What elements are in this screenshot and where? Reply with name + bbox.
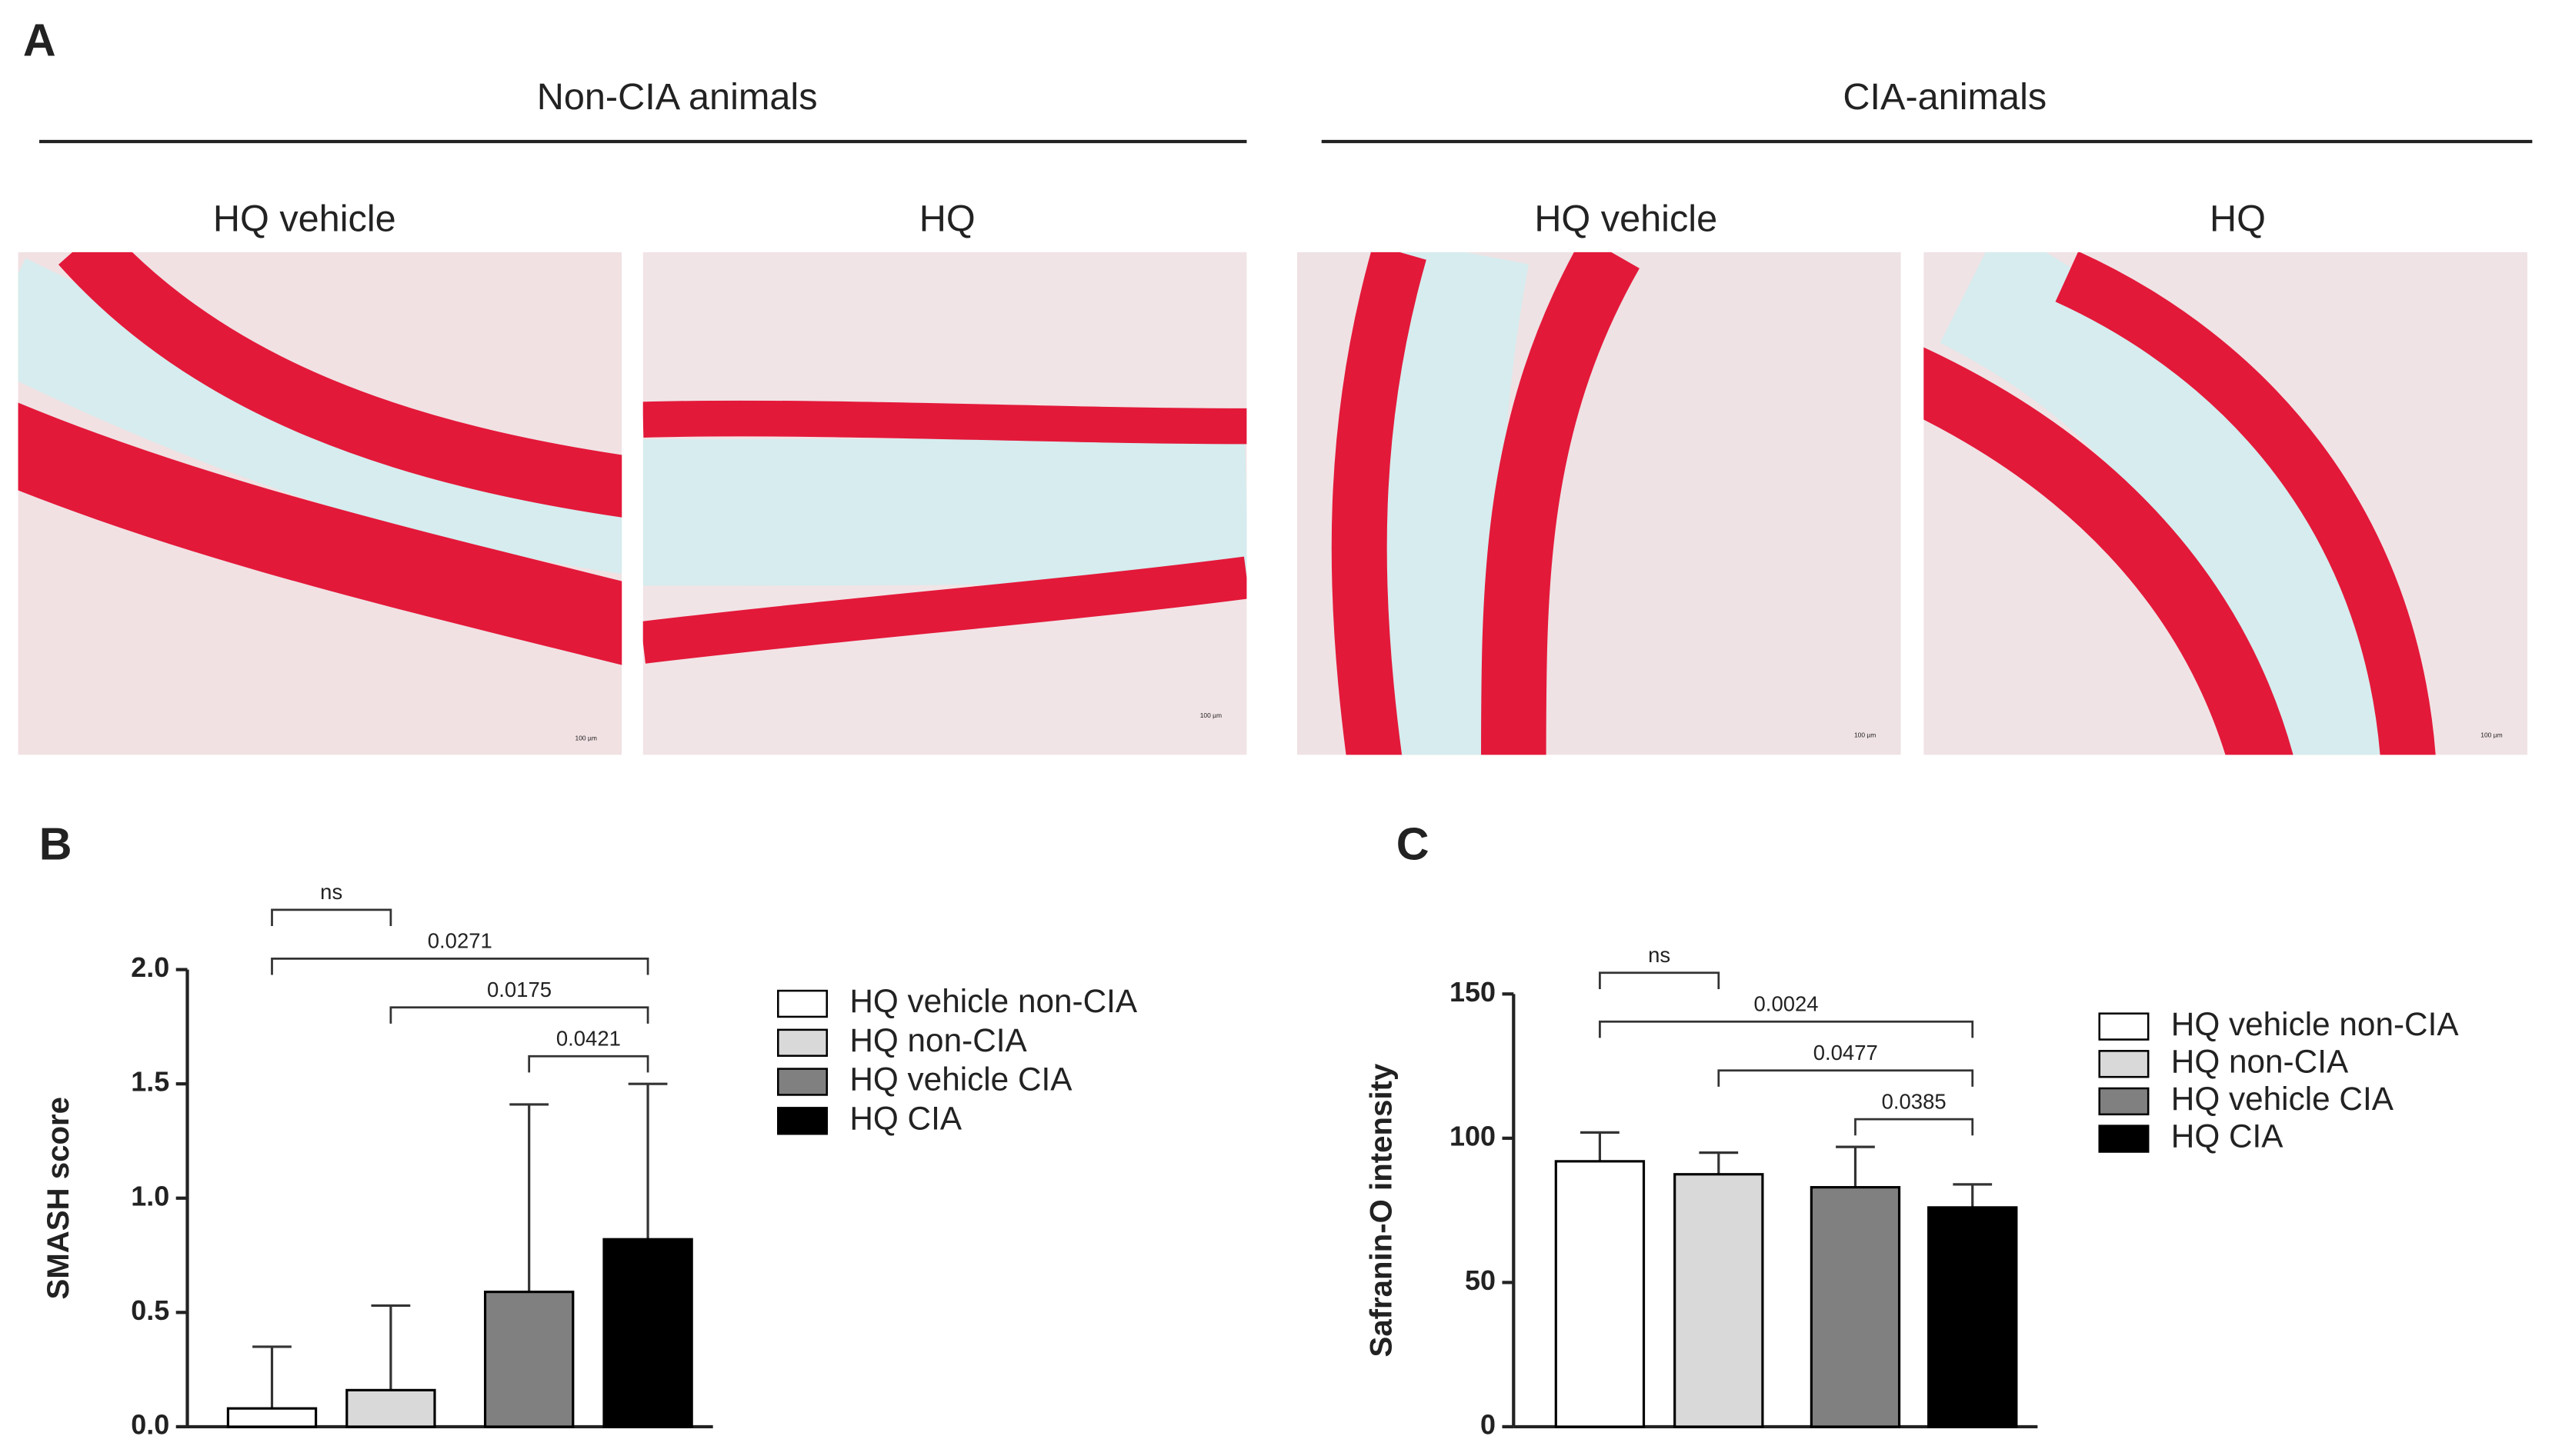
legend-swatch — [2098, 1124, 2150, 1153]
legend-label: HQ vehicle non-CIA — [849, 983, 1138, 1019]
scale-bar-label: 100 µm — [575, 734, 597, 741]
legend-swatch — [2098, 1087, 2150, 1116]
scale-bar-label: 100 µm — [2480, 731, 2502, 738]
legend-swatch — [777, 989, 829, 1018]
y-tick-label: 150 — [1449, 976, 1496, 1008]
legend-label: HQ vehicle CIA — [2171, 1081, 2394, 1117]
y-tick-label: 2.0 — [131, 951, 169, 983]
histology-image — [1296, 252, 1901, 755]
y-tick-label: 100 — [1449, 1120, 1496, 1151]
legend-swatch — [2098, 1050, 2150, 1078]
image-title: HQ vehicle — [1534, 198, 1717, 239]
legend-label: HQ non-CIA — [849, 1022, 1027, 1058]
significance-bracket — [271, 908, 392, 927]
significance-bracket — [1599, 1020, 1974, 1038]
significance-bracket — [271, 957, 649, 975]
group-title: CIA-animals — [1843, 76, 2047, 118]
y-tick-label: 1.0 — [131, 1180, 169, 1211]
significance-label: ns — [320, 880, 342, 904]
y-tick-label: 0.5 — [131, 1294, 169, 1326]
legend-swatch — [777, 1068, 829, 1096]
legend-label: HQ CIA — [2171, 1118, 2283, 1154]
significance-label: 0.0477 — [1813, 1041, 1878, 1065]
significance-bracket — [1717, 1069, 1974, 1087]
panel-label: B — [39, 818, 72, 870]
legend-label: HQ vehicle CIA — [849, 1061, 1073, 1098]
legend-label: HQ vehicle non-CIA — [2171, 1006, 2460, 1042]
significance-label: 0.0175 — [487, 978, 552, 1001]
bar — [345, 1388, 436, 1428]
histology-image — [642, 252, 1247, 755]
bar — [1927, 1206, 2018, 1428]
legend-swatch — [2098, 1012, 2150, 1041]
scale-bar-label: 100 µm — [1200, 711, 1222, 719]
bar — [1673, 1173, 1764, 1428]
significance-label: 0.0421 — [556, 1026, 621, 1050]
image-title: HQ — [2210, 198, 2266, 239]
significance-label: 0.0271 — [428, 928, 492, 952]
significance-label: 0.0024 — [1754, 991, 1819, 1015]
y-tick-label: 50 — [1465, 1264, 1496, 1296]
significance-bracket — [1599, 971, 1720, 989]
y-tick-label: 0 — [1480, 1408, 1496, 1440]
scale-bar-label: 100 µm — [1854, 731, 1876, 738]
image-title: HQ — [919, 198, 976, 239]
legend-label: HQ CIA — [849, 1100, 962, 1136]
group-title: Non-CIA animals — [537, 76, 818, 118]
significance-bracket — [1854, 1118, 1974, 1136]
legend-label: HQ non-CIA — [2171, 1043, 2349, 1079]
y-axis-label: SMASH score — [41, 1097, 75, 1299]
significance-label: ns — [1648, 943, 1670, 967]
bar — [1810, 1186, 1901, 1428]
bar — [1554, 1160, 1646, 1428]
histology-image — [1923, 252, 2527, 755]
significance-bracket — [389, 1006, 649, 1024]
bar — [226, 1407, 318, 1428]
image-title: HQ vehicle — [213, 198, 396, 239]
y-tick-label: 1.5 — [131, 1066, 169, 1098]
legend-swatch — [777, 1107, 829, 1135]
legend-swatch — [777, 1028, 829, 1057]
bar — [483, 1291, 575, 1428]
histology-image — [18, 252, 622, 755]
bar — [602, 1238, 693, 1428]
panel-label: C — [1396, 818, 1429, 870]
y-axis-label: Safranin-O intensity — [1364, 1063, 1399, 1357]
y-tick-label: 0.0 — [131, 1408, 169, 1440]
panel-label: A — [23, 15, 56, 66]
significance-bracket — [528, 1055, 649, 1073]
significance-label: 0.0385 — [1882, 1089, 1947, 1113]
